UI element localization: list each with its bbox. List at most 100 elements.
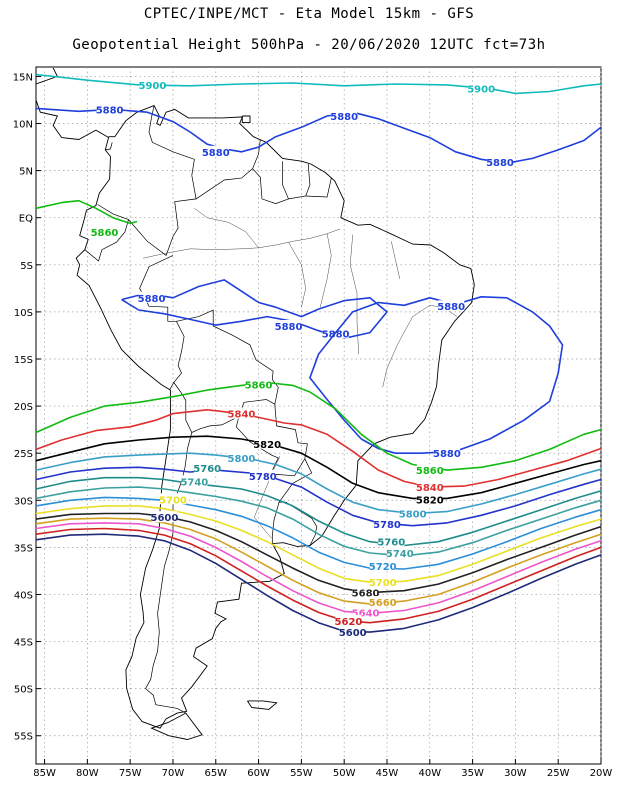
contour-label-background	[91, 225, 118, 237]
contour-label-5680: 5680	[352, 589, 380, 600]
contour-label-5840: 5840	[228, 410, 256, 421]
contour-label-background	[369, 595, 396, 607]
river-line	[288, 242, 306, 308]
contour-label-background	[228, 407, 255, 419]
contour-label-5660: 5660	[369, 598, 397, 609]
contour-5880	[121, 279, 388, 340]
lat-tick-label: 15N	[13, 72, 33, 83]
contour-label-5880: 5880	[322, 330, 350, 341]
contour-label-5860: 5860	[91, 228, 119, 239]
contour-label-5780: 5780	[373, 520, 401, 531]
lon-tick-label: 35W	[461, 768, 484, 779]
contour-label-background	[254, 437, 281, 449]
lat-tick-label: 20S	[14, 402, 33, 413]
country-border	[288, 163, 311, 200]
coastlines-and-borders	[35, 67, 475, 740]
contour-label-background	[339, 626, 366, 638]
central-america-coastline	[35, 67, 110, 140]
lat-tick-label: 30S	[14, 496, 33, 507]
contour-label-background	[352, 586, 379, 598]
contour-5740	[35, 486, 602, 557]
contour-label-background	[151, 511, 178, 523]
map-frame	[35, 66, 602, 765]
lon-tick-label: 65W	[204, 768, 227, 779]
lat-tick-label: 55S	[14, 732, 33, 743]
lat-tick-label: 10S	[14, 308, 33, 319]
contour-5860	[35, 199, 138, 225]
contour-label-background	[228, 451, 255, 463]
contour-label-background	[159, 493, 186, 505]
contour-label-5860: 5860	[245, 380, 273, 391]
lon-tick-label: 60W	[247, 768, 270, 779]
map-title-line-2: Geopotential Height 500hPa - 20/06/2020 …	[72, 37, 546, 53]
contour-label-5900: 5900	[139, 81, 167, 92]
contour-5660	[35, 517, 602, 605]
lat-tick-label: 5S	[20, 261, 33, 272]
contour-5700	[35, 505, 602, 584]
contour-5640	[35, 522, 602, 615]
contour-label-5740: 5740	[180, 477, 208, 488]
contour-5880	[309, 295, 564, 455]
lon-tick-label: 45W	[376, 768, 399, 779]
contour-label-background	[486, 156, 513, 168]
lat-tick-label: 35S	[14, 543, 33, 554]
lon-tick-label: 70W	[162, 768, 185, 779]
contour-label-background	[96, 103, 123, 115]
contour-label-background	[378, 535, 405, 547]
country-border	[105, 142, 113, 151]
river-line	[142, 228, 340, 259]
contour-label-5780: 5780	[249, 472, 277, 483]
contour-5840	[35, 408, 602, 488]
contour-label-background	[399, 507, 426, 519]
lat-tick-label: 45S	[14, 638, 33, 649]
contour-label-5880: 5880	[138, 294, 166, 305]
contour-label-background	[139, 78, 166, 90]
lon-tick-label: 75W	[119, 768, 142, 779]
contour-label-5740: 5740	[386, 549, 414, 560]
contour-label-background	[181, 475, 208, 487]
contour-5780	[35, 466, 602, 527]
contour-5880	[35, 107, 602, 164]
lon-tick-label: 55W	[290, 768, 313, 779]
contour-label-background	[275, 320, 302, 332]
lat-tick-label: 10N	[13, 120, 33, 131]
contour-label-background	[386, 547, 413, 559]
contour-label-5700: 5700	[369, 578, 397, 589]
contour-label-5760: 5760	[377, 538, 405, 549]
lat-tick-label: 40S	[14, 590, 33, 601]
contour-label-background	[373, 517, 400, 529]
height-contours: 5900 5900 5880 5880 5880 5880 5860 5880 5880 5880…	[35, 73, 602, 639]
contour-label-5800: 5800	[228, 454, 256, 465]
tierra-del-fuego-coastline	[150, 712, 203, 740]
river-line	[349, 234, 359, 355]
contour-label-background	[369, 560, 396, 572]
contour-5860	[35, 381, 602, 471]
axis-tick-labels: 15N 10N 5N EQ 5S 10S 15S 20S 25S 30S 35S 40S 45S 50S 5…	[13, 72, 613, 779]
river-line	[382, 305, 458, 388]
contour-5900	[35, 73, 602, 95]
contour-label-background	[416, 493, 443, 505]
contour-label-5600: 5600	[339, 628, 367, 639]
country-border	[271, 502, 280, 544]
contour-5820	[35, 435, 602, 500]
contour-label-5880: 5880	[437, 302, 465, 313]
lat-tick-label: 15S	[14, 355, 33, 366]
contour-label-background	[202, 145, 229, 157]
map-title-line-1: CPTEC/INPE/MCT - Eta Model 15km - GFS	[143, 6, 475, 22]
contour-label-background	[438, 300, 465, 312]
contour-label-background	[352, 606, 379, 618]
contour-label-5800: 5800	[399, 509, 427, 520]
contour-5600	[35, 533, 602, 633]
south-america-coastline	[75, 105, 475, 729]
country-border	[97, 105, 197, 256]
contour-label-5880: 5880	[202, 148, 230, 159]
falklands-coastline	[247, 700, 278, 710]
contour-label-background	[468, 82, 495, 94]
contour-label-background	[416, 481, 443, 493]
contour-5800	[35, 452, 602, 515]
contour-label-5700: 5700	[159, 495, 187, 506]
contour-label-5600: 5600	[150, 513, 178, 524]
lon-tick-label: 80W	[76, 768, 99, 779]
contour-label-5760: 5760	[193, 464, 221, 475]
